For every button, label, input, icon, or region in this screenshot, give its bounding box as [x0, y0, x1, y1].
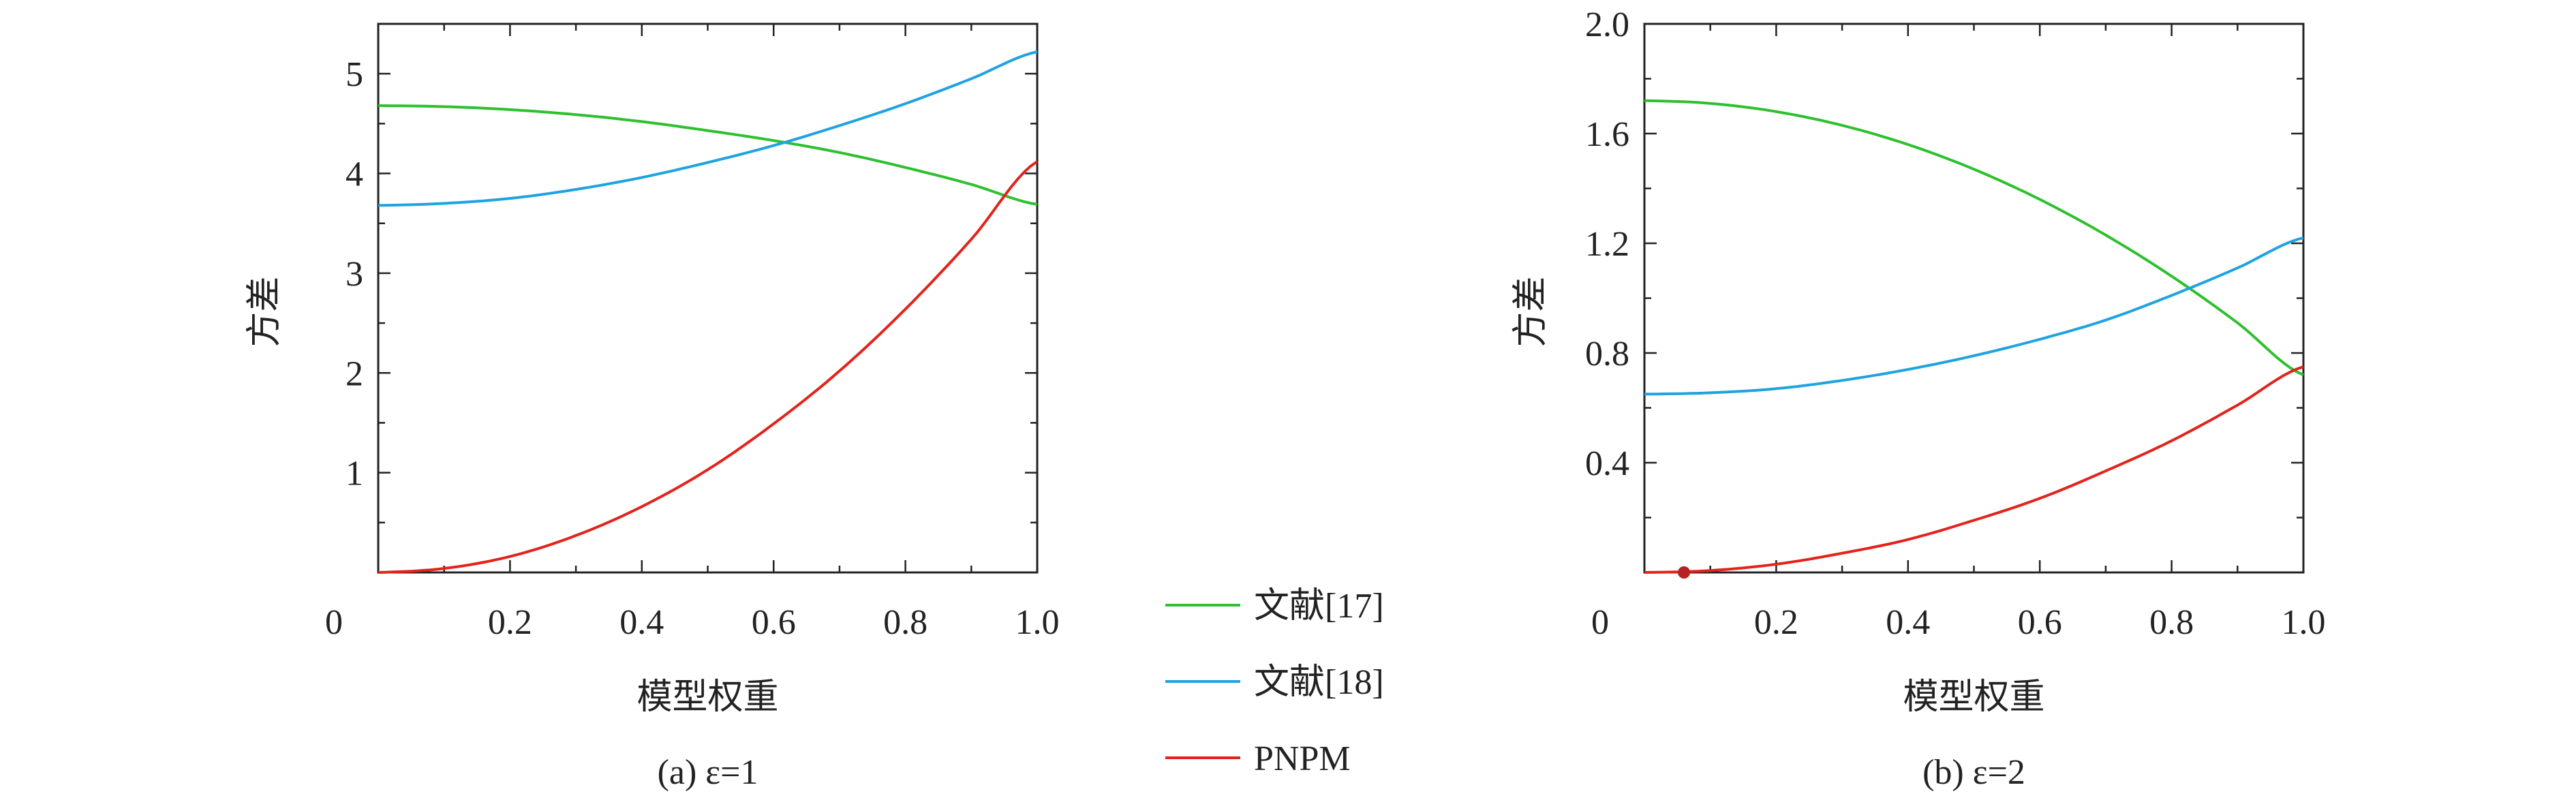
x-tick-label: 0.8: [883, 603, 927, 642]
panel-title: (a) ε=1: [658, 753, 758, 792]
y-tick-label: 1: [346, 455, 363, 493]
y-tick-label: 0.8: [1585, 335, 1629, 373]
data-point-marker: [1678, 566, 1691, 579]
y-tick-label: 0.4: [1585, 444, 1629, 483]
x-tick-label: 0.6: [752, 603, 796, 642]
legend-label: PNPM: [1254, 739, 1351, 778]
series-line-pnpm: [378, 160, 1039, 574]
chart-panel-b: 0.2 0.4 0.6 0.8 1.0 0 0.4 0.8 1.2 1.6 2.0 模型权重 方差 (b)…: [1512, 5, 2326, 792]
legend-label: 文献[18]: [1254, 663, 1384, 702]
x-axis-label: 模型权重: [637, 678, 778, 717]
y-tick-label: 1.6: [1585, 115, 1629, 154]
x-tick-label: 0.4: [1886, 603, 1930, 642]
legend-label: 文献[17]: [1254, 587, 1384, 626]
series-line-18: [378, 50, 1038, 207]
x-tick-label: 0.8: [2149, 603, 2194, 642]
series-line-17: [1644, 99, 2304, 377]
y-tick-label: 4: [346, 155, 363, 194]
y-axis-label: 方差: [1512, 276, 1550, 347]
x-tick-label: 0.6: [2018, 603, 2062, 642]
series-line-18: [1644, 236, 2304, 396]
y-tick-label: 2.0: [1585, 5, 1629, 44]
y-tick-label: 1.2: [1585, 225, 1629, 264]
origin-label: 0: [325, 603, 343, 642]
y-tick-label: 3: [346, 255, 363, 294]
chart-panel-a: 0.2 0.4 0.6 0.8 1.0 0 1 2 3 4 5 模型权重 方差 (a) ε=1: [245, 22, 1060, 792]
x-tick-label: 1.0: [1015, 603, 1060, 642]
y-axis-label: 方差: [245, 276, 284, 347]
y-tick-label: 5: [346, 55, 363, 94]
legend: 文献[17] 文献[18] PNPM: [1165, 587, 1384, 778]
series-line-pnpm: [1644, 365, 2304, 574]
series-line-17: [378, 104, 1038, 206]
plot-frame: [377, 22, 1039, 574]
panel-title: (b) ε=2: [1922, 753, 2025, 792]
x-tick-label: 0.4: [619, 603, 664, 642]
x-tick-label: 1.0: [2282, 603, 2326, 642]
x-axis-label: 模型权重: [1903, 678, 2044, 717]
y-tick-label: 2: [346, 354, 363, 393]
x-tick-label: 0.2: [1754, 603, 1798, 642]
origin-label: 0: [1591, 603, 1609, 642]
x-tick-label: 0.2: [488, 603, 532, 642]
